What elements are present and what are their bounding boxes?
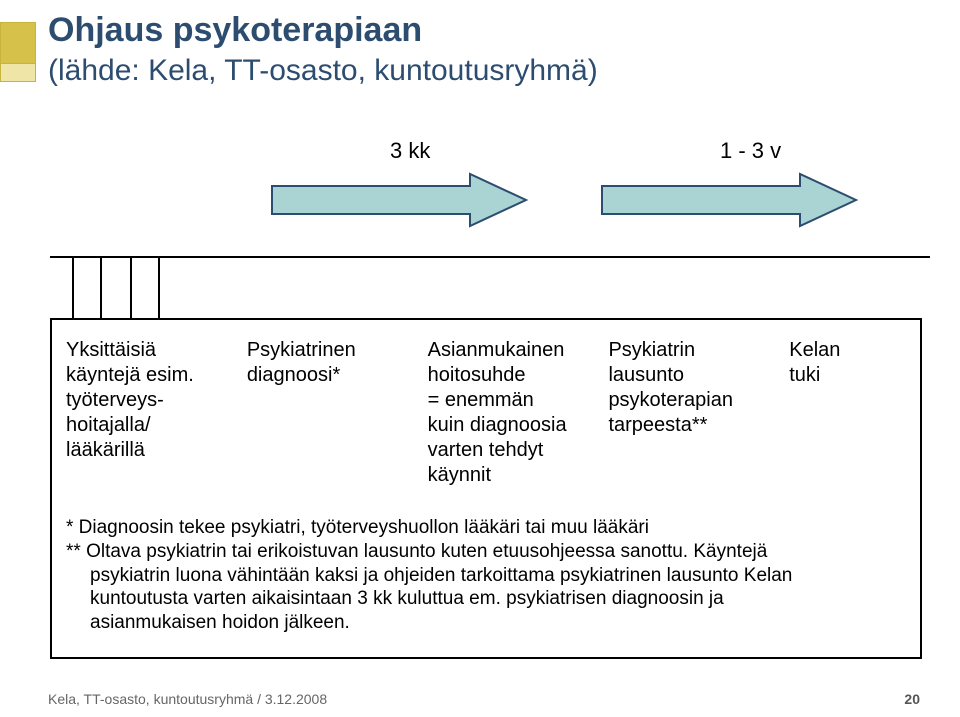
arrow-2-icon <box>600 172 860 228</box>
note-2b: psykiatrin luona vähintään kaksi ja ohje… <box>66 564 906 588</box>
arrow-1-icon <box>270 172 530 228</box>
accent-bottom <box>0 64 36 82</box>
timeline-line <box>50 256 930 258</box>
slide-title: Ohjaus psykoterapiaan <box>48 10 422 51</box>
slide: Ohjaus psykoterapiaan (lähde: Kela, TT-o… <box>0 0 960 717</box>
note-2c: kuntoutusta varten aikaisintaan 3 kk kul… <box>66 587 906 611</box>
timeline-tick <box>158 256 160 318</box>
accent-top <box>0 22 36 64</box>
timeline-tick <box>100 256 102 318</box>
content-box: Yksittäisiä käyntejä esim. työterveys- h… <box>50 318 922 659</box>
note-1: * Diagnoosin tekee psykiatri, työterveys… <box>66 516 906 540</box>
footnotes: * Diagnoosin tekee psykiatri, työterveys… <box>66 516 906 635</box>
arrow-label-2: 1 - 3 v <box>720 138 781 164</box>
col-3: Asianmukainen hoitosuhde = enemmän kuin … <box>428 338 595 488</box>
col-1: Yksittäisiä käyntejä esim. työterveys- h… <box>66 338 233 488</box>
page-number: 20 <box>904 691 920 707</box>
arrow-shape <box>602 174 856 226</box>
accent-bar <box>0 22 36 82</box>
timeline-tick <box>130 256 132 318</box>
timeline-tick <box>72 256 74 318</box>
note-2d: asianmukaisen hoidon jälkeen. <box>66 611 906 635</box>
footer-text: Kela, TT-osasto, kuntoutusryhmä / 3.12.2… <box>48 691 327 707</box>
columns-row: Yksittäisiä käyntejä esim. työterveys- h… <box>66 338 906 488</box>
col-2: Psykiatrinen diagnoosi* <box>247 338 414 488</box>
col-5: Kelan tuki <box>789 338 906 488</box>
arrow-label-1: 3 kk <box>390 138 430 164</box>
footer: Kela, TT-osasto, kuntoutusryhmä / 3.12.2… <box>48 691 920 707</box>
slide-subtitle: (lähde: Kela, TT-osasto, kuntoutusryhmä) <box>48 54 598 88</box>
note-2a: ** Oltava psykiatrin tai erikoistuvan la… <box>66 540 906 564</box>
col-4: Psykiatrin lausunto psykoterapian tarpee… <box>608 338 775 488</box>
arrow-shape <box>272 174 526 226</box>
